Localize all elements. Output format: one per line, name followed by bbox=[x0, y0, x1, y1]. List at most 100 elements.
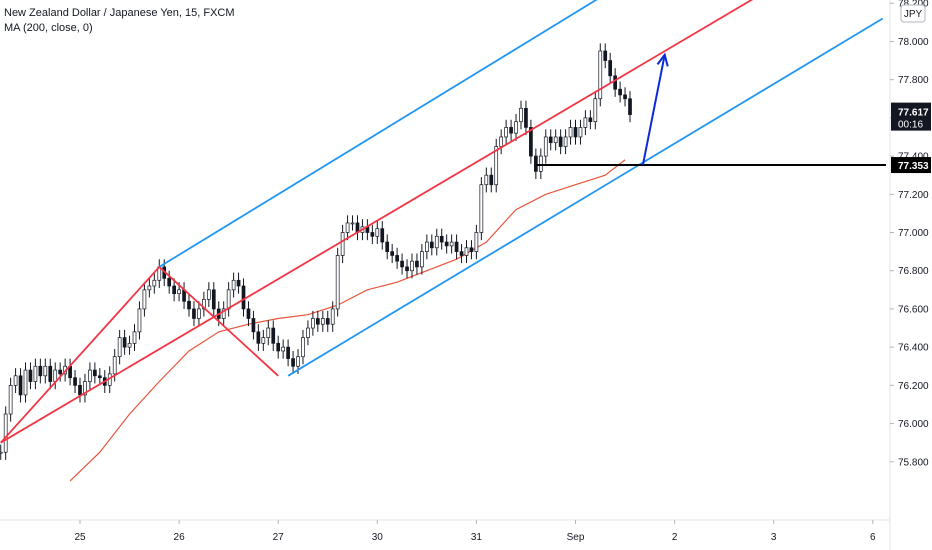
y-tick-label: 78.000 bbox=[898, 37, 929, 48]
price-bar-body bbox=[514, 121, 518, 134]
price-bar bbox=[18, 368, 23, 403]
price-bar-body bbox=[221, 308, 226, 319]
forecast-arrowhead-icon[interactable] bbox=[656, 52, 669, 67]
price-bar bbox=[504, 119, 508, 145]
price-bar-body bbox=[593, 98, 598, 123]
y-tick-label: 76.400 bbox=[898, 343, 929, 354]
price-bar bbox=[256, 324, 261, 351]
price-bar bbox=[474, 224, 479, 260]
price-bar-body bbox=[3, 413, 8, 453]
price-bar bbox=[88, 362, 92, 390]
channel-lower-line[interactable] bbox=[287, 17, 884, 377]
price-bar-body bbox=[320, 318, 325, 325]
price-bar-body bbox=[598, 50, 603, 100]
price-bar bbox=[534, 148, 538, 179]
price-bar bbox=[97, 368, 102, 386]
price-bar bbox=[306, 320, 310, 346]
price-bar-body bbox=[197, 308, 201, 319]
price-bar bbox=[192, 301, 196, 327]
price-bar bbox=[340, 224, 345, 264]
price-bar-body bbox=[271, 327, 276, 344]
price-bar bbox=[469, 240, 474, 260]
price-bar bbox=[271, 320, 276, 351]
price-bar bbox=[291, 350, 295, 374]
price-bar bbox=[479, 177, 484, 241]
price-bar bbox=[281, 339, 286, 359]
y-tick-label: 77.000 bbox=[898, 228, 929, 239]
price-bar-body bbox=[58, 369, 63, 375]
price-bar bbox=[514, 114, 518, 141]
price-bar-body bbox=[509, 127, 513, 134]
price-bar-body bbox=[390, 251, 395, 256]
price-bar-body bbox=[504, 127, 508, 138]
price-bar-body bbox=[236, 279, 241, 287]
x-tick-label: 31 bbox=[471, 532, 483, 543]
price-bar-body bbox=[583, 117, 588, 128]
price-bar-body bbox=[206, 289, 211, 300]
price-bar bbox=[613, 68, 617, 97]
channel-median-line[interactable] bbox=[0, 0, 843, 444]
symbol-title[interactable]: New Zealand Dollar / Japanese Yen, 15, F… bbox=[4, 7, 235, 19]
price-bar bbox=[538, 148, 543, 179]
forecast-arrow-line[interactable] bbox=[641, 54, 666, 166]
price-bar-body bbox=[608, 60, 613, 77]
price-bar-body bbox=[8, 385, 13, 415]
price-bar-body bbox=[311, 318, 315, 329]
price-bar bbox=[93, 362, 97, 384]
price-bar bbox=[301, 329, 305, 365]
price-bar-body bbox=[88, 369, 92, 382]
price-bar-body bbox=[578, 127, 583, 138]
price-bar-body bbox=[48, 365, 53, 382]
currency-badge[interactable]: JPY bbox=[900, 4, 926, 23]
price-bar bbox=[558, 129, 563, 155]
price-bar bbox=[395, 247, 399, 269]
price-bar bbox=[375, 221, 380, 244]
price-bar-body bbox=[241, 285, 246, 310]
price-bar bbox=[603, 43, 608, 69]
price-bar-body bbox=[251, 318, 256, 333]
price-bar bbox=[548, 129, 553, 151]
price-bar-body bbox=[459, 251, 464, 256]
price-bar-body bbox=[83, 381, 87, 396]
price-bar-body bbox=[573, 127, 578, 138]
price-bar bbox=[454, 234, 459, 260]
price-bar-body bbox=[152, 279, 157, 287]
price-bar bbox=[385, 234, 390, 260]
price-bar-body bbox=[266, 327, 271, 338]
price-bar-body bbox=[132, 331, 137, 344]
price-bar bbox=[127, 335, 132, 355]
price-bar-body bbox=[137, 308, 142, 333]
price-bar bbox=[543, 129, 548, 164]
price-bar bbox=[122, 329, 127, 355]
price-bar-body bbox=[553, 136, 558, 144]
price-bar bbox=[370, 224, 375, 244]
bar-countdown-label: 00:16 bbox=[898, 120, 923, 131]
y-tick-label: 76.000 bbox=[898, 419, 929, 430]
current-price-label: 77.617 bbox=[898, 108, 929, 119]
price-bar-body bbox=[454, 241, 459, 252]
price-bar-body bbox=[93, 369, 97, 377]
price-bar-body bbox=[484, 174, 489, 186]
price-bar bbox=[345, 215, 350, 241]
price-bar-body bbox=[187, 300, 191, 310]
price-bar bbox=[519, 100, 523, 130]
channel-upper-line[interactable] bbox=[158, 0, 684, 268]
price-bar-body bbox=[325, 318, 330, 325]
price-bar-body bbox=[256, 331, 261, 344]
price-bar bbox=[350, 215, 355, 231]
indicator-label[interactable]: MA (200, close, 0) bbox=[4, 22, 93, 34]
price-bar-body bbox=[97, 375, 102, 379]
price-bar bbox=[380, 221, 385, 250]
price-bar bbox=[276, 335, 281, 359]
price-bar bbox=[593, 91, 598, 130]
price-bar-body bbox=[603, 50, 608, 61]
price-bar-body bbox=[410, 260, 414, 272]
price-bar-body bbox=[261, 337, 266, 344]
x-tick-label: 3 bbox=[771, 532, 777, 543]
x-tick-label: Sep bbox=[567, 532, 585, 543]
price-bar-body bbox=[167, 278, 172, 287]
price-bar bbox=[444, 234, 449, 254]
price-bar-body bbox=[231, 279, 236, 291]
